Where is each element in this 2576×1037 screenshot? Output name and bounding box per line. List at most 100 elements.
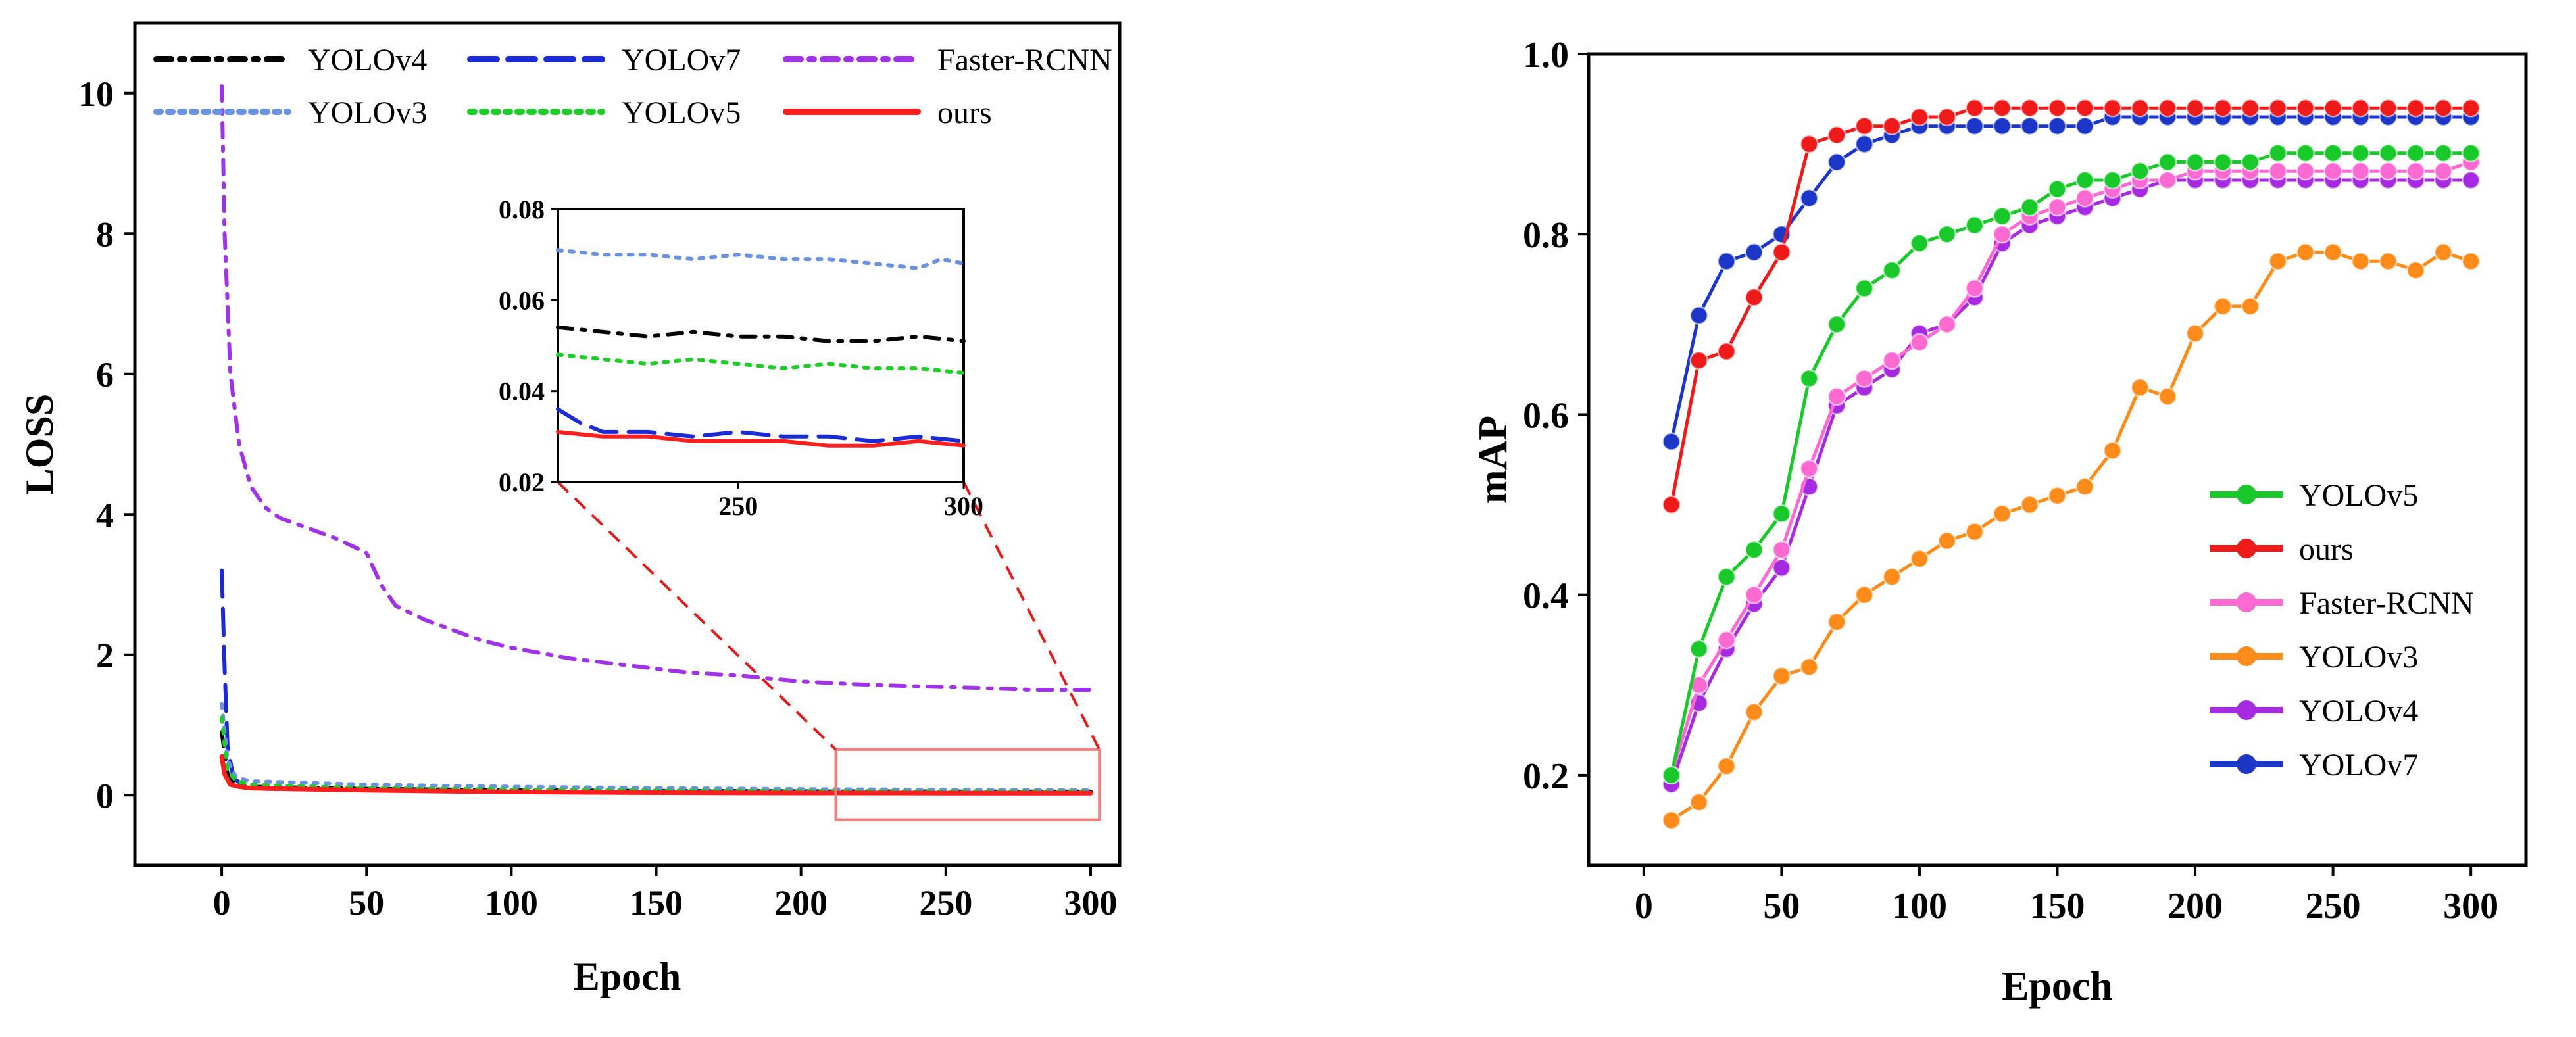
map-legend-marker-yolov4 — [2237, 700, 2256, 720]
loss-plot-frame — [133, 21, 1122, 867]
map-point-ours — [2158, 99, 2177, 118]
map-point-yolov3 — [2434, 243, 2453, 262]
map-point-ours — [2213, 99, 2233, 118]
map-point-yolov3 — [2213, 297, 2233, 316]
map-legend-marker-faster-rcnn — [2237, 592, 2256, 612]
loss-x-tick-label: 300 — [1064, 883, 1117, 923]
map-point-yolov5 — [2048, 180, 2067, 199]
map-point-yolov5 — [2158, 153, 2177, 172]
map-legend-label-yolov3: YOLOv3 — [2299, 640, 2418, 675]
inset-series-line-ours — [556, 429, 966, 448]
zoom-region-box — [834, 748, 1101, 821]
loss-series-line-yolov7 — [220, 568, 1093, 795]
map-point-yolov3 — [1800, 658, 1819, 677]
map-point-yolov4 — [1772, 558, 1791, 577]
map-point-yolov5 — [1800, 369, 1819, 388]
loss-y-tick-label: 0 — [96, 776, 114, 815]
map-point-faster-rcnn — [2268, 161, 2288, 181]
map-x-tick-label: 150 — [2030, 886, 2085, 927]
map-point-ours — [2048, 99, 2067, 118]
map-point-yolov3 — [2103, 441, 2122, 460]
inset-y-tick-label: 0.06 — [499, 285, 545, 315]
map-point-yolov5 — [2130, 161, 2150, 181]
loss-legend-label-yolov5: YOLOv5 — [622, 95, 741, 130]
loss-legend-label-faster-rcnn: Faster-RCNN — [937, 43, 1112, 78]
map-point-yolov3 — [1882, 567, 1902, 587]
map-point-yolov3 — [2048, 486, 2067, 506]
inset-y-tick-label: 0.04 — [499, 377, 545, 406]
map-point-yolov3 — [2461, 252, 2481, 271]
map-point-yolov7 — [1745, 243, 1764, 262]
map-point-ours — [2434, 99, 2453, 118]
zoom-connector-left — [557, 481, 837, 751]
loss-x-axis-title: Epoch — [574, 955, 681, 998]
map-x-tick-label: 0 — [1635, 886, 1653, 927]
loss-legend-label-yolov4: YOLOv4 — [308, 43, 427, 78]
map-point-yolov7 — [1689, 306, 1708, 325]
map-point-ours — [1772, 243, 1791, 262]
loss-y-axis-title: LOSS — [18, 394, 61, 494]
loss-x-tick-label: 250 — [919, 883, 972, 923]
map-point-ours — [1800, 134, 1819, 154]
map-legend-marker-ours — [2237, 539, 2256, 558]
map-point-yolov3 — [2406, 260, 2425, 280]
map-point-faster-rcnn — [1854, 369, 1874, 388]
map-point-ours — [2103, 99, 2122, 118]
inset-y-tick-label: 0.08 — [499, 195, 545, 224]
map-point-yolov3 — [1965, 522, 1985, 541]
map-point-yolov7 — [2020, 116, 2039, 135]
map-point-yolov7 — [1717, 252, 1736, 271]
map-point-yolov7 — [1662, 432, 1681, 451]
loss-x-tick-label: 200 — [774, 883, 828, 923]
loss-x-tick-label: 100 — [485, 883, 538, 923]
map-y-tick-label: 0.8 — [1523, 215, 1569, 256]
map-legend-marker-yolov7 — [2237, 754, 2256, 774]
map-point-yolov7 — [1854, 134, 1874, 154]
map-point-yolov3 — [2158, 387, 2177, 406]
map-legend-label-yolov4: YOLOv4 — [2299, 694, 2418, 729]
map-series-line-yolov5 — [1670, 151, 2471, 776]
loss-y-tick-label: 10 — [78, 74, 114, 114]
map-point-yolov5 — [2351, 143, 2370, 163]
map-point-ours — [2461, 99, 2481, 118]
map-point-ours — [1854, 116, 1874, 135]
map-point-ours — [2351, 99, 2370, 118]
map-point-yolov5 — [2379, 143, 2398, 163]
map-point-ours — [2020, 99, 2039, 118]
map-point-ours — [2323, 99, 2342, 118]
map-point-faster-rcnn — [1717, 630, 1736, 650]
map-point-yolov7 — [2048, 116, 2067, 135]
loss-series-line-faster-rcnn — [220, 84, 1093, 692]
loss-legend-label-yolov7: YOLOv7 — [622, 43, 741, 78]
map-point-yolov3 — [2020, 495, 2039, 514]
zoom-connector-right — [962, 481, 1101, 750]
map-point-yolov3 — [2130, 378, 2150, 397]
inset-series-line-yolov3 — [556, 248, 966, 270]
inset-x-tick-label: 250 — [718, 491, 758, 521]
map-y-tick-label: 0.2 — [1523, 756, 1569, 797]
map-x-tick-label: 300 — [2443, 886, 2498, 927]
map-point-ours — [2075, 99, 2094, 118]
map-point-yolov3 — [1772, 666, 1791, 686]
map-x-tick-label: 250 — [2306, 886, 2361, 927]
loss-legend-label-ours: ours — [937, 95, 992, 130]
map-point-ours — [2241, 99, 2260, 118]
map-point-yolov5 — [1689, 639, 1708, 659]
map-point-ours — [2268, 99, 2288, 118]
map-y-tick-label: 0.6 — [1523, 395, 1569, 436]
inset-series-line-yolov4 — [556, 325, 966, 343]
map-point-yolov5 — [1882, 260, 1902, 280]
map-point-yolov5 — [2406, 143, 2425, 163]
map-point-yolov5 — [2323, 143, 2342, 163]
loss-series-line-ours — [219, 754, 1093, 796]
map-point-faster-rcnn — [1745, 585, 1764, 604]
loss-series-line-yolov5 — [220, 715, 1093, 794]
map-point-ours — [2185, 99, 2205, 118]
map-legend-label-faster-rcnn: Faster-RCNN — [2299, 586, 2474, 621]
map-y-tick-label: 0.4 — [1523, 576, 1569, 617]
map-x-tick-label: 200 — [2167, 886, 2223, 927]
map-point-yolov5 — [2241, 153, 2260, 172]
inset-series-line-yolov5 — [556, 352, 966, 375]
map-point-yolov3 — [2075, 477, 2094, 496]
map-point-yolov3 — [1689, 792, 1708, 812]
